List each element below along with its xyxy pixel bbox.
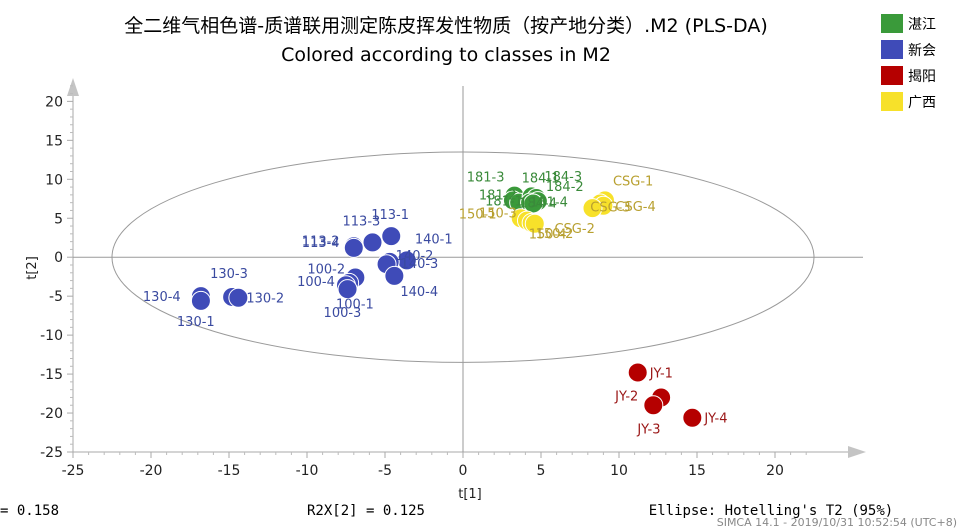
point-label-JY-1: JY-1 [649, 367, 673, 382]
point-label-113-3: 113-3 [343, 214, 381, 229]
chart-title: 全二维气相色谱-质谱联用测定陈皮挥发性物质（按产地分类）.M2 (PLS-DA) [124, 15, 768, 37]
x-tick-label: -20 [140, 463, 163, 479]
simca-timestamp: SIMCA 14.1 - 2019/10/31 10:52:54 (UTC+8) [717, 516, 957, 529]
ellipse-text: Ellipse: Hotelling's T2 (95%) [649, 503, 893, 519]
point-label-130-2: 130-2 [246, 292, 284, 307]
point-label-184-3: 184-3 [544, 170, 582, 185]
data-point-JY-4 [682, 407, 703, 428]
point-label-181-2: 181-2 [479, 188, 517, 203]
data-point-CSG-2 [582, 198, 603, 219]
point-label-181-1: 181-1 [485, 195, 523, 210]
data-point-113-4 [343, 237, 364, 258]
legend-swatch-xinhui [881, 40, 903, 59]
data-point-130-2 [228, 287, 249, 308]
point-label-150-4: 150-4 [529, 228, 567, 243]
y-tick-label: -20 [40, 406, 63, 422]
data-point-100-3 [337, 279, 358, 300]
point-label-113-4: 113-4 [302, 236, 340, 251]
point-label-CSG-2: CSG-2 [554, 222, 594, 237]
point-label-CSG-4: CSG-4 [615, 200, 655, 215]
tick-labels: -25 -20 -15 -10 -5 0 5 10 15 20 -25 -20 -15 -10 -5 0 5 10… [40, 94, 784, 479]
axes [67, 78, 866, 458]
x-tick-label: -25 [62, 463, 85, 479]
y-axis-arrow [67, 78, 79, 96]
y-tick-label: -5 [49, 289, 63, 305]
x-axis-arrow [848, 446, 866, 458]
point-label-140-3: 140-3 [401, 257, 439, 272]
point-label-100-4: 100-4 [297, 275, 335, 290]
data-point-JY-3 [643, 395, 664, 416]
point-label-181-4: 181-4 [530, 196, 568, 211]
data-point-150-4 [524, 213, 545, 234]
y-tick-label: 20 [45, 94, 63, 110]
chart-subtitle: Colored according to classes in M2 [281, 44, 611, 66]
y-tick-label: 0 [54, 250, 63, 266]
point-label-184-1: 184-1 [522, 171, 560, 186]
point-label-184-2: 184-2 [546, 180, 584, 195]
point-label-113-1: 113-1 [371, 208, 409, 223]
point-label-CSG-1: CSG-1 [613, 174, 653, 189]
point-label-150-1: 150-1 [459, 207, 497, 222]
point-label-113-2: 113-2 [302, 234, 340, 249]
data-point-JY-1 [627, 362, 648, 383]
x-tick-label: 20 [766, 463, 784, 479]
data-point-113-3 [362, 232, 383, 253]
y-tick-label: -15 [40, 367, 63, 383]
y-tick-label: -25 [40, 445, 63, 461]
legend-label-xinhui: 新会 [908, 43, 936, 59]
point-label-JY-3: JY-3 [636, 422, 660, 437]
point-label-140-1: 140-1 [415, 232, 453, 247]
point-label-CSG-3: CSG-3 [590, 200, 630, 215]
hotelling-t2-ellipse [111, 151, 815, 363]
x-tick-label: 5 [537, 463, 546, 479]
data-point-130-1 [190, 290, 211, 311]
data-point-113-1 [381, 226, 402, 247]
x-tick-label: 0 [459, 463, 468, 479]
x-tick-label: -5 [378, 463, 392, 479]
point-label-JY-4: JY-4 [703, 412, 727, 427]
point-label-150-2: 150-2 [536, 227, 574, 242]
data-points [190, 185, 703, 428]
ticks [67, 85, 807, 458]
point-label-130-1: 130-1 [177, 315, 215, 330]
zero-lines [73, 86, 863, 452]
point-label-100-1: 100-1 [336, 297, 374, 312]
x-tick-label: -15 [218, 463, 241, 479]
x-tick-label: 15 [688, 463, 706, 479]
data-point-140-4 [384, 265, 405, 286]
legend-swatch-jieyang [881, 66, 903, 85]
point-label-150-3: 150-3 [479, 207, 517, 222]
r2x2-text: R2X[2] = 0.125 [307, 503, 425, 519]
point-label-181-3: 181-3 [467, 171, 505, 186]
legend-swatch-guangxi [881, 92, 903, 111]
y-tick-label: 10 [45, 172, 63, 188]
point-label-JY-2: JY-2 [614, 389, 638, 404]
point-label-140-4: 140-4 [400, 285, 438, 300]
legend-label-guangxi: 广西 [908, 95, 936, 111]
point-label-130-4: 130-4 [143, 290, 181, 305]
point-label-140-2: 140-2 [396, 249, 434, 264]
x-tick-label: -10 [296, 463, 319, 479]
y-tick-label: -10 [40, 328, 63, 344]
legend-swatch-zhanjiang [881, 14, 903, 33]
legend-label-jieyang: 揭阳 [908, 69, 936, 85]
legend-label-zhanjiang: 湛江 [908, 17, 936, 33]
y-tick-label: 15 [45, 133, 63, 149]
legend: 湛江 新会 揭阳 广西 [881, 14, 936, 111]
point-label-100-2: 100-2 [307, 262, 345, 277]
point-label-100-3: 100-3 [324, 306, 362, 321]
x-axis-label: t[1] [458, 487, 482, 502]
point-label-130-3: 130-3 [210, 267, 248, 282]
x-tick-label: 10 [610, 463, 628, 479]
y-tick-label: 5 [54, 211, 63, 227]
point-label-184-4: 184-4 [519, 196, 557, 211]
r2x1-text: R2X[1] = 0.158 [0, 503, 59, 519]
y-axis-label: t[2] [25, 256, 40, 280]
